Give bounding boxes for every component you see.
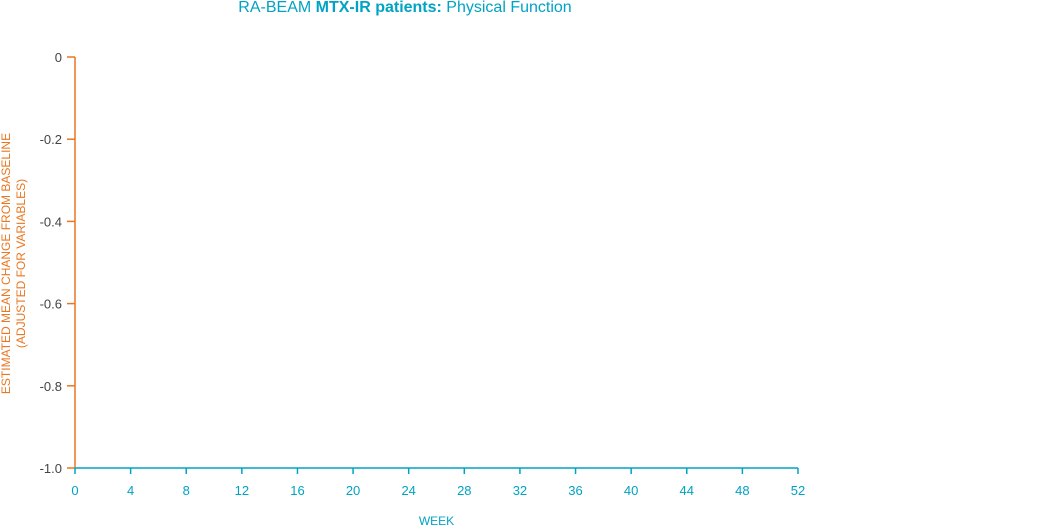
y-ticks: 0 -0.2 -0.4 -0.6 -0.8 -1.0 bbox=[40, 50, 75, 476]
x-tick-label: 52 bbox=[791, 483, 805, 498]
chart-title: RA-BEAM MTX-IR patients: Physical Functi… bbox=[0, 0, 810, 18]
y-axis-title-line2: (ADJUSTED FOR VARIABLES) bbox=[14, 179, 28, 348]
x-tick-label: 0 bbox=[71, 483, 78, 498]
y-tick-label: -0.8 bbox=[40, 379, 62, 394]
y-tick-label: -0.4 bbox=[40, 214, 62, 229]
x-tick-label: 12 bbox=[235, 483, 249, 498]
y-tick-label: -0.6 bbox=[40, 297, 62, 312]
y-tick-label: 0 bbox=[55, 50, 62, 65]
x-tick-label: 48 bbox=[735, 483, 749, 498]
chart-title-suffix: Physical Function bbox=[441, 0, 572, 16]
x-tick-label: 24 bbox=[401, 483, 415, 498]
x-tick-label: 40 bbox=[624, 483, 638, 498]
y-tick-label: -0.2 bbox=[40, 132, 62, 147]
x-axis-title: WEEK bbox=[419, 514, 454, 527]
x-tick-label: 8 bbox=[183, 483, 190, 498]
chart-title-prefix: RA-BEAM bbox=[238, 0, 316, 16]
x-tick-label: 28 bbox=[457, 483, 471, 498]
x-tick-label: 44 bbox=[680, 483, 694, 498]
x-tick-label: 4 bbox=[127, 483, 134, 498]
y-tick-label: -1.0 bbox=[40, 461, 62, 476]
x-tick-label: 20 bbox=[346, 483, 360, 498]
x-tick-label: 32 bbox=[513, 483, 527, 498]
x-tick-label: 16 bbox=[290, 483, 304, 498]
chart-title-emphasis: MTX-IR patients: bbox=[315, 0, 442, 16]
x-ticks: 0 4 8 12 16 20 24 28 32 36 40 44 48 52 bbox=[71, 468, 805, 498]
x-tick-label: 36 bbox=[568, 483, 582, 498]
y-axis-title-line1: ESTIMATED MEAN CHANGE FROM BASELINE bbox=[0, 133, 13, 394]
